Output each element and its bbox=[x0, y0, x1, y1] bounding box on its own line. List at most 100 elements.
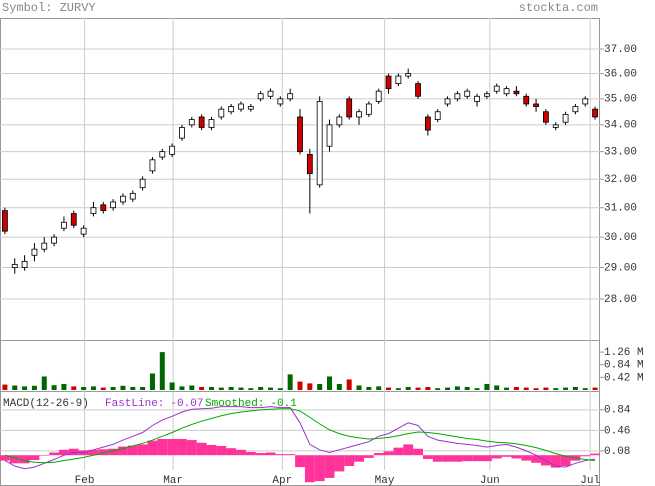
macd-histogram-bar bbox=[59, 449, 69, 456]
candle-body bbox=[483, 93, 490, 97]
volume-bar bbox=[425, 386, 431, 390]
volume-bar bbox=[523, 387, 529, 390]
y-tick-label: 28.00 bbox=[604, 294, 637, 306]
candle-body bbox=[543, 111, 549, 123]
macd-histogram-bar bbox=[550, 455, 561, 468]
volume-bar bbox=[592, 387, 598, 390]
candle-body bbox=[405, 73, 412, 77]
macd-histogram-bar bbox=[98, 449, 109, 456]
macd-histogram-bar bbox=[157, 439, 168, 456]
volume-bar bbox=[405, 386, 411, 390]
volume-bar bbox=[159, 352, 165, 390]
legend-entry: FastLine: -0.07 bbox=[105, 398, 203, 410]
volume-bar bbox=[120, 385, 126, 390]
candle-body bbox=[179, 127, 185, 139]
candle-body bbox=[395, 75, 402, 84]
candle-body bbox=[51, 236, 57, 244]
y-tick-label: 0.84 M bbox=[604, 360, 644, 372]
macd-histogram-bar bbox=[9, 455, 20, 464]
y-tick-label: 0.46 bbox=[604, 425, 630, 437]
candle-body bbox=[434, 111, 441, 120]
candle-body bbox=[316, 101, 323, 186]
candle-body bbox=[562, 113, 569, 123]
macd-histogram-bar bbox=[49, 452, 60, 456]
macd-histogram-bar bbox=[108, 448, 119, 456]
macd-line bbox=[4, 406, 596, 470]
volume-bar bbox=[238, 387, 244, 390]
volume-bar bbox=[395, 388, 401, 390]
candle-body bbox=[218, 108, 225, 118]
volume-bar bbox=[435, 388, 441, 390]
y-tick-label: 31.00 bbox=[604, 203, 637, 215]
macd-histogram-bar bbox=[304, 455, 315, 483]
candle-body bbox=[267, 90, 274, 97]
candle-body bbox=[129, 192, 136, 200]
macd-histogram-bar bbox=[590, 453, 601, 456]
volume-bar bbox=[494, 385, 500, 390]
candle-body bbox=[424, 116, 431, 131]
volume-bar bbox=[22, 386, 28, 390]
volume-bar bbox=[41, 376, 47, 390]
candle-body bbox=[120, 195, 126, 203]
macd-histogram-bar bbox=[462, 455, 473, 462]
macd-histogram-bar bbox=[147, 440, 158, 456]
volume-bar bbox=[90, 386, 96, 390]
volume-bar bbox=[228, 386, 234, 390]
macd-histogram-bar bbox=[452, 455, 463, 462]
macd-histogram-bar bbox=[521, 455, 532, 461]
volume-bar bbox=[307, 383, 313, 390]
volume-bar bbox=[258, 386, 264, 390]
candle-body bbox=[61, 221, 67, 229]
macd-histogram-bar bbox=[580, 455, 591, 457]
macd-histogram-bar bbox=[403, 444, 414, 456]
macd-histogram-bar bbox=[39, 455, 50, 456]
y-tick-label: 29.00 bbox=[604, 262, 637, 274]
y-tick-label: 36.00 bbox=[604, 68, 637, 80]
volume-bar bbox=[415, 387, 421, 390]
candle-body bbox=[169, 145, 176, 155]
volume-bar bbox=[504, 387, 510, 390]
macd-histogram-bar bbox=[167, 439, 178, 456]
volume-bar bbox=[366, 386, 372, 390]
candle-body bbox=[21, 260, 28, 268]
candle-body bbox=[464, 90, 471, 97]
macd-histogram-bar bbox=[196, 442, 207, 456]
volume-bar bbox=[267, 387, 273, 390]
volume-bar bbox=[297, 381, 303, 390]
volume-bar bbox=[169, 382, 175, 390]
macd-histogram-bar bbox=[216, 446, 227, 456]
volume-bar bbox=[218, 387, 224, 390]
macd-histogram-bar bbox=[354, 455, 364, 462]
symbol-label: Symbol: ZURVY bbox=[2, 1, 96, 15]
macd-histogram-bar bbox=[501, 455, 512, 457]
macd-histogram-bar bbox=[29, 455, 40, 461]
volume-bar bbox=[445, 387, 451, 390]
macd-histogram-bar bbox=[383, 451, 394, 456]
volume-bar bbox=[533, 388, 539, 390]
y-tick-label: 35.00 bbox=[604, 94, 637, 106]
candle-body bbox=[444, 98, 451, 105]
volume-bar bbox=[2, 384, 8, 390]
candle-body bbox=[346, 98, 353, 118]
volume-bar bbox=[386, 387, 392, 390]
candle-body bbox=[277, 98, 284, 105]
candle-body bbox=[385, 75, 392, 90]
macd-line bbox=[4, 408, 596, 464]
volume-bar bbox=[140, 386, 146, 390]
candle-body bbox=[41, 242, 48, 250]
volume-bar bbox=[31, 385, 37, 390]
candle-body bbox=[356, 111, 362, 118]
macd-histogram-bar bbox=[373, 453, 384, 456]
volume-bar bbox=[376, 386, 382, 390]
candle-body bbox=[70, 213, 77, 226]
y-tick-label: 0.84 bbox=[604, 405, 631, 417]
candle-body bbox=[31, 248, 38, 256]
candle-body bbox=[80, 227, 87, 235]
y-tick-label: 33.00 bbox=[604, 147, 637, 159]
macd-histogram-bar bbox=[314, 455, 325, 482]
y-tick-label: 32.00 bbox=[604, 174, 637, 186]
volume-bar bbox=[563, 387, 569, 390]
macd-histogram-bar bbox=[177, 439, 187, 456]
candle-body bbox=[100, 204, 107, 212]
